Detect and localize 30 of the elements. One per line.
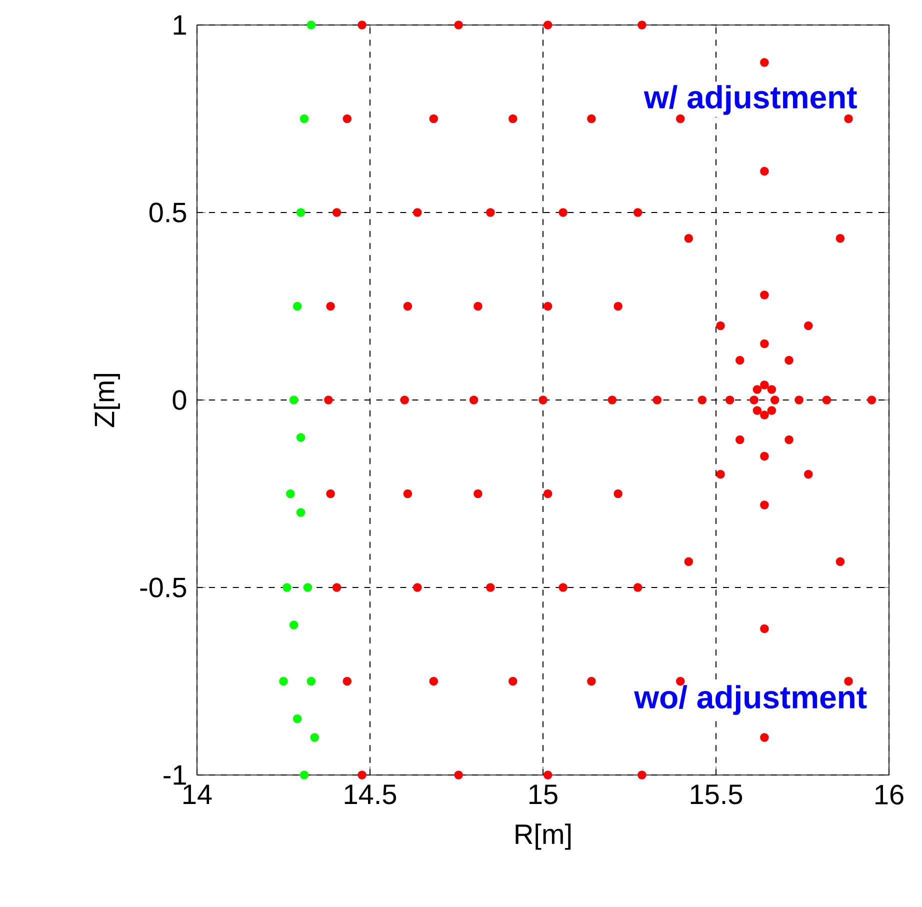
point (292, 714, 302, 724)
y-axis-title: Z[m] (94, 374, 120, 428)
point (300, 770, 309, 780)
y-tick-label: 0.5 (149, 202, 186, 222)
point (306, 20, 316, 30)
y-tick-label: 0 (172, 390, 186, 410)
point (296, 208, 306, 217)
point (279, 676, 288, 686)
point (290, 396, 298, 404)
annotation: wo/ adjustment (634, 685, 867, 715)
x-tick-label: 15.5 (690, 784, 742, 804)
y-tick-label: -1 (164, 765, 186, 785)
point (303, 583, 312, 592)
point (296, 433, 306, 442)
point (282, 583, 292, 592)
point (290, 620, 298, 630)
annotation: w/ adjustment (644, 85, 857, 115)
point (306, 676, 316, 686)
point (292, 302, 302, 311)
point (286, 489, 295, 498)
x-tick-label: 16 (876, 784, 904, 805)
x-tick-label: 15 (530, 784, 558, 804)
x-axis-title: R[m] (516, 824, 571, 850)
y-tick-label: -0.5 (140, 578, 186, 598)
x-tick-label: 14 (184, 784, 212, 804)
y-tick-label: 1 (174, 15, 186, 35)
point (300, 114, 309, 124)
point (310, 733, 320, 742)
point (296, 508, 306, 517)
x-tick-label: 14.5 (344, 784, 396, 804)
